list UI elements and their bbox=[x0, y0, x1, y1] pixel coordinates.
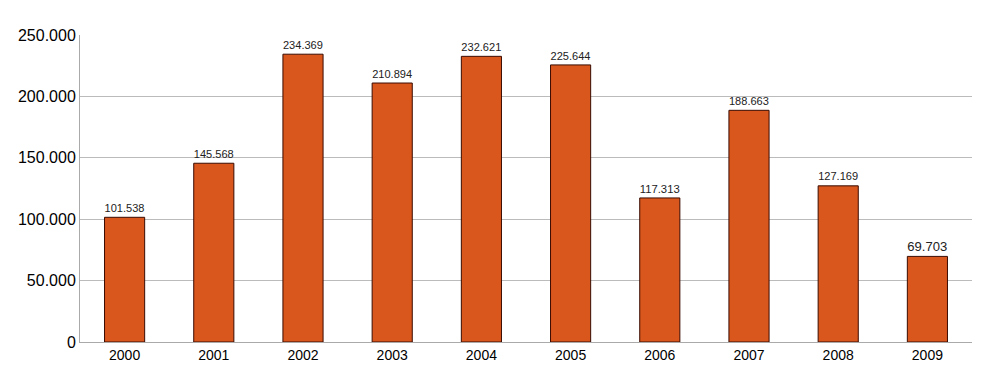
svg-text:150.000: 150.000 bbox=[18, 149, 76, 166]
svg-text:50.000: 50.000 bbox=[27, 272, 76, 289]
svg-text:117.313: 117.313 bbox=[640, 183, 680, 195]
svg-text:101.538: 101.538 bbox=[105, 202, 145, 214]
svg-text:2003: 2003 bbox=[377, 347, 408, 363]
svg-text:100.000: 100.000 bbox=[18, 211, 76, 228]
svg-text:250.000: 250.000 bbox=[18, 27, 76, 44]
svg-text:2001: 2001 bbox=[198, 347, 229, 363]
svg-text:200.000: 200.000 bbox=[18, 88, 76, 105]
svg-text:2007: 2007 bbox=[733, 347, 764, 363]
svg-text:2000: 2000 bbox=[109, 347, 140, 363]
svg-text:234.369: 234.369 bbox=[283, 39, 323, 51]
svg-text:2008: 2008 bbox=[823, 347, 854, 363]
svg-text:232.621: 232.621 bbox=[461, 41, 501, 53]
svg-text:2002: 2002 bbox=[287, 347, 318, 363]
svg-text:69.703: 69.703 bbox=[907, 239, 947, 254]
svg-text:2009: 2009 bbox=[912, 347, 943, 363]
svg-text:2006: 2006 bbox=[644, 347, 675, 363]
svg-text:0: 0 bbox=[67, 334, 76, 351]
svg-text:145.568: 145.568 bbox=[194, 148, 234, 160]
svg-text:2005: 2005 bbox=[555, 347, 586, 363]
svg-text:225.644: 225.644 bbox=[551, 50, 591, 62]
svg-text:188.663: 188.663 bbox=[729, 95, 769, 107]
svg-text:127.169: 127.169 bbox=[818, 170, 858, 182]
svg-text:2004: 2004 bbox=[466, 347, 497, 363]
svg-text:210.894: 210.894 bbox=[372, 68, 412, 80]
